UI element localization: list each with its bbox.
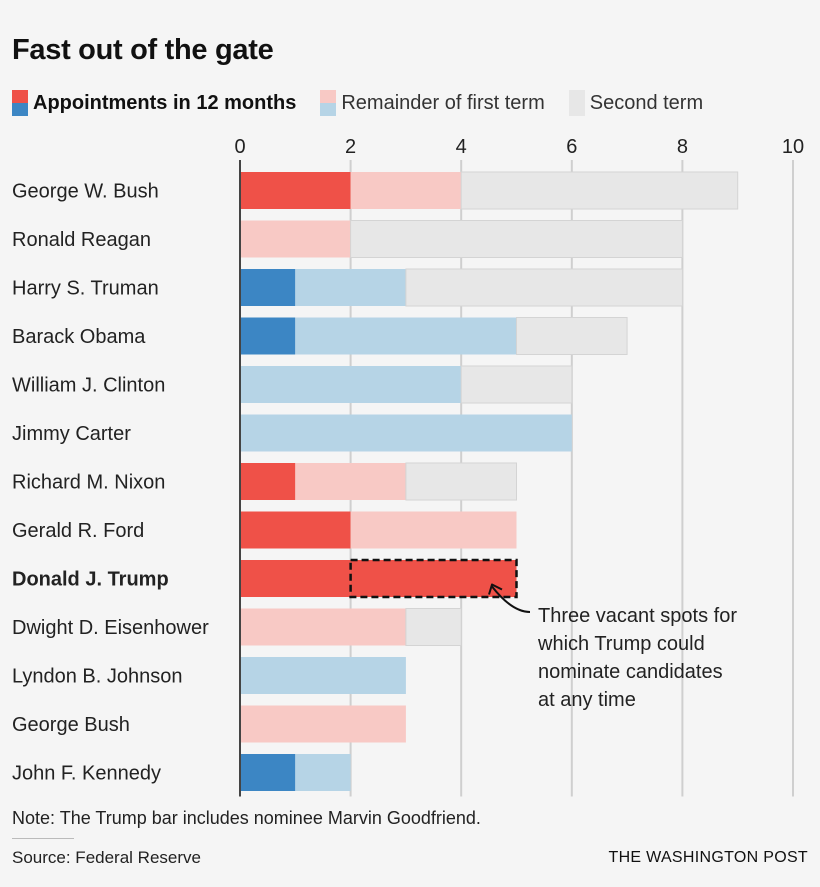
legend-swatch-remainder bbox=[320, 90, 337, 116]
legend-label-appointments: Appointments in 12 months bbox=[33, 91, 297, 114]
legend-label-remainder: Remainder of first term bbox=[341, 91, 545, 114]
row-label-barack-obama: Barack Obama bbox=[12, 326, 146, 348]
legend-swatch-second-d bbox=[568, 103, 585, 116]
row-label-harry-s-truman: Harry S. Truman bbox=[12, 278, 159, 300]
x-tick-label-4: 4 bbox=[456, 136, 467, 158]
bar-ronald-reagan-remainder bbox=[240, 220, 351, 258]
bar-dwight-d-eisenhower-second bbox=[405, 608, 462, 646]
legend-swatch-second-r bbox=[568, 90, 585, 103]
vacant-spots-outline bbox=[349, 558, 518, 599]
bar-dwight-d-eisenhower-remainder bbox=[240, 608, 406, 646]
row-label-jimmy-carter: Jimmy Carter bbox=[12, 423, 131, 445]
legend-swatch-appointments-d bbox=[12, 103, 28, 116]
annotation-line-4: at any time bbox=[538, 689, 636, 711]
bar-richard-m-nixon-appointments bbox=[240, 463, 296, 500]
bar-william-j-clinton-second bbox=[460, 365, 573, 404]
row-label-george-w-bush: George W. Bush bbox=[12, 181, 159, 203]
row-label-gerald-r-ford: Gerald R. Ford bbox=[12, 520, 144, 542]
annotation-leader-line bbox=[491, 585, 531, 613]
bar-donald-j-trump-vacant bbox=[350, 560, 517, 597]
publisher-brand: THE WASHINGTON POST bbox=[608, 849, 808, 866]
note-divider bbox=[12, 838, 74, 839]
annotation-line-3: nominate candidates bbox=[538, 661, 723, 683]
bar-richard-m-nixon-remainder bbox=[295, 463, 406, 500]
x-tick-label-10: 10 bbox=[782, 136, 804, 158]
bar-richard-m-nixon-second bbox=[405, 462, 517, 501]
legend-swatch-appointments-r bbox=[12, 90, 28, 103]
bar-lyndon-b-johnson-remainder bbox=[240, 657, 406, 694]
bar-john-f-kennedy-remainder bbox=[295, 754, 351, 791]
legend-item-second-term: Second term bbox=[568, 90, 704, 116]
bar-harry-s-truman-remainder bbox=[295, 269, 406, 306]
bar-harry-s-truman-appointments bbox=[240, 269, 296, 306]
legend-item-remainder: Remainder of first term bbox=[320, 90, 545, 116]
bar-donald-j-trump-appointments bbox=[240, 560, 351, 597]
legend-swatch-remainder-r bbox=[320, 90, 337, 103]
chart-source: Source: Federal Reserve bbox=[12, 848, 201, 867]
legend-swatch-remainder-d bbox=[320, 103, 337, 116]
row-label-george-bush: George Bush bbox=[12, 714, 130, 736]
row-label-john-f-kennedy: John F. Kennedy bbox=[12, 763, 161, 785]
annotation-line-2: which Trump could bbox=[537, 633, 705, 655]
row-label-william-j-clinton: William J. Clinton bbox=[12, 375, 165, 397]
row-label-ronald-reagan: Ronald Reagan bbox=[12, 229, 151, 251]
row-label-lyndon-b-johnson: Lyndon B. Johnson bbox=[12, 666, 183, 688]
bar-william-j-clinton-remainder bbox=[240, 366, 462, 403]
bar-john-f-kennedy-appointments bbox=[240, 754, 296, 791]
x-tick-label-0: 0 bbox=[234, 136, 245, 158]
row-label-dwight-d-eisenhower: Dwight D. Eisenhower bbox=[12, 617, 209, 639]
bar-chart: 0 2 4 6 8 10 George W. Bush Ronald Reagan Harry … bbox=[12, 136, 804, 797]
bar-jimmy-carter-remainder bbox=[240, 414, 572, 452]
bar-ronald-reagan-second bbox=[350, 220, 683, 258]
legend: Appointments in 12 months Remainder of f… bbox=[12, 88, 727, 118]
annotation-line-1: Three vacant spots for bbox=[538, 605, 737, 627]
row-label-donald-j-trump: Donald J. Trump bbox=[12, 569, 169, 591]
bar-barack-obama-second bbox=[516, 317, 628, 355]
legend-item-appointments: Appointments in 12 months bbox=[12, 90, 296, 116]
bar-barack-obama-remainder bbox=[295, 317, 517, 355]
legend-label-second-term: Second term bbox=[589, 91, 704, 114]
x-tick-label-2: 2 bbox=[345, 136, 356, 158]
legend-swatch-appointments bbox=[12, 90, 28, 116]
bar-gerald-r-ford-appointments bbox=[240, 511, 351, 549]
chart-title: Fast out of the gate bbox=[12, 34, 274, 66]
chart-note: Note: The Trump bar includes nominee Mar… bbox=[12, 808, 481, 828]
row-label-richard-m-nixon: Richard M. Nixon bbox=[12, 472, 165, 494]
bar-gerald-r-ford-remainder bbox=[350, 511, 517, 549]
annotation-arrowhead bbox=[488, 583, 503, 595]
x-tick-label-8: 8 bbox=[677, 136, 688, 158]
bar-george-w-bush-appointments bbox=[240, 172, 351, 209]
bar-harry-s-truman-second bbox=[405, 268, 683, 307]
legend-swatch-second-term bbox=[568, 90, 585, 116]
bar-george-w-bush-remainder bbox=[350, 172, 462, 209]
bar-george-w-bush-second bbox=[460, 171, 739, 210]
bar-barack-obama-appointments bbox=[240, 317, 296, 355]
bar-george-bush-remainder bbox=[240, 705, 406, 743]
x-tick-label-6: 6 bbox=[566, 136, 577, 158]
